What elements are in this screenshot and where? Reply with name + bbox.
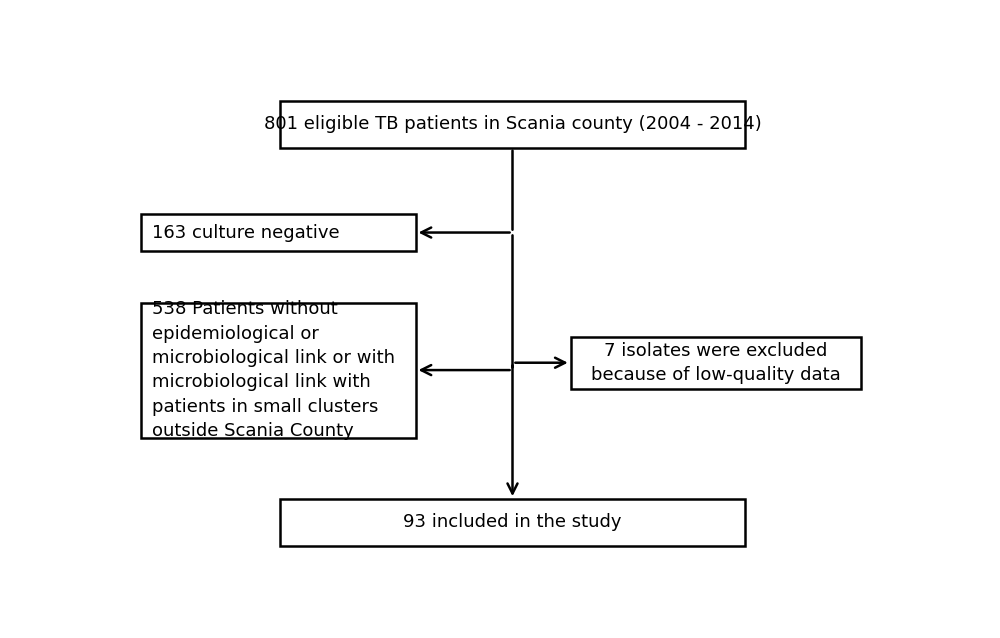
Text: 163 culture negative: 163 culture negative [152,223,340,242]
Text: 7 isolates were excluded
because of low-quality data: 7 isolates were excluded because of low-… [591,341,841,384]
Text: 801 eligible TB patients in Scania county (2004 - 2014): 801 eligible TB patients in Scania count… [264,115,761,133]
FancyBboxPatch shape [571,337,861,389]
FancyBboxPatch shape [280,101,745,148]
FancyBboxPatch shape [140,214,416,251]
FancyBboxPatch shape [280,499,745,545]
Text: 93 included in the study: 93 included in the study [403,514,622,531]
Text: 538 Patients without
epidemiological or
microbiological link or with
microbiolog: 538 Patients without epidemiological or … [152,300,395,440]
FancyBboxPatch shape [140,302,416,438]
